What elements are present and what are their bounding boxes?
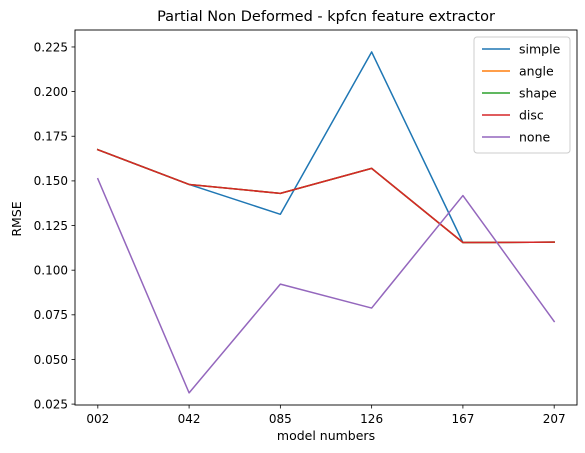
legend-label-disc: disc	[519, 108, 544, 123]
x-axis-label: model numbers	[277, 428, 375, 443]
x-tick-label: 085	[269, 412, 292, 426]
legend: simple angle shape disc none	[473, 36, 571, 154]
y-tick-label: 0.225	[34, 40, 68, 54]
y-axis-label: RMSE	[9, 201, 24, 236]
y-tick-label: 0.075	[34, 308, 68, 322]
plot-lines	[96, 51, 556, 394]
y-axis: 0.025 0.050 0.075 0.100 0.125 0.150 0.175 0.200…	[34, 40, 75, 411]
plot-frame	[74, 29, 578, 406]
x-tick-label: 126	[360, 412, 383, 426]
series-line-none	[96, 177, 556, 394]
series-line-disc	[96, 148, 555, 244]
y-tick-label: 0.150	[34, 174, 68, 188]
y-tick-label: 0.100	[34, 263, 68, 277]
x-axis: 002 042 085 126 167 207	[86, 405, 566, 426]
y-tick-label: 0.125	[34, 219, 68, 233]
legend-label-shape: shape	[519, 86, 557, 101]
series-line-angle	[96, 148, 555, 244]
legend-label-simple: simple	[519, 42, 561, 57]
x-tick-label: 207	[543, 412, 566, 426]
legend-box	[473, 36, 571, 154]
x-tick-label: 042	[178, 412, 201, 426]
y-tick-label: 0.200	[34, 85, 68, 99]
x-tick-label: 167	[451, 412, 474, 426]
legend-label-none: none	[519, 130, 550, 145]
y-tick-label: 0.050	[34, 353, 68, 367]
y-tick-label: 0.175	[34, 130, 68, 144]
legend-label-angle: angle	[519, 64, 554, 79]
y-tick-label: 0.025	[34, 397, 68, 411]
x-tick-label: 002	[86, 412, 109, 426]
series-line-shape	[96, 148, 555, 244]
chart-title: Partial Non Deformed - kpfcn feature ext…	[157, 9, 495, 25]
